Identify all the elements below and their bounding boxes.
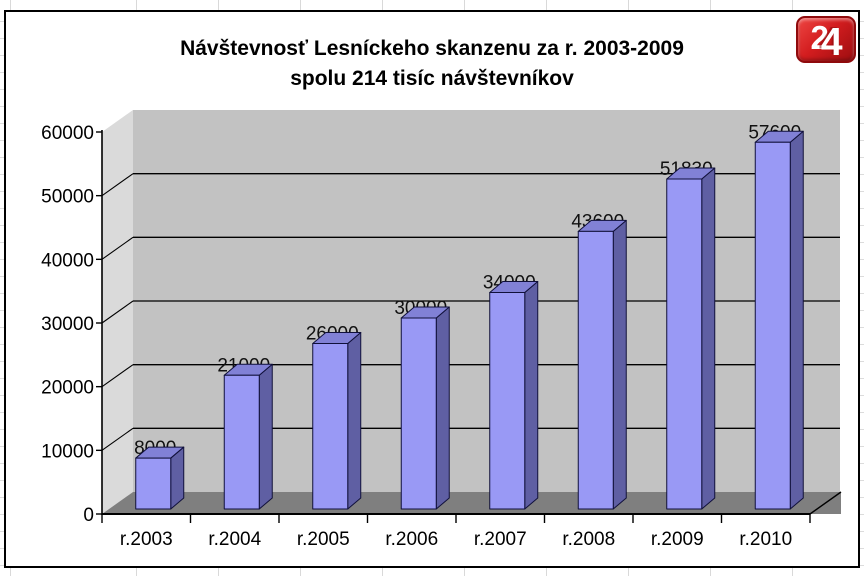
chart-object: Návštevnosť Lesníckeho skanzenu za r. 20… — [4, 10, 860, 568]
bar-side-r.2004 — [258, 363, 273, 510]
logo-digit-2: 2 — [810, 19, 829, 56]
logo-24-badge: 2 4 — [796, 16, 856, 63]
chart-title: Návštevnosť Lesníckeho skanzenu za r. 20… — [6, 34, 858, 94]
bar-side-r.2009 — [701, 167, 716, 510]
chart-title-line2: spolu 214 tisíc návštevníkov — [290, 67, 574, 90]
x-tick-label-r.2007: r.2007 — [474, 529, 527, 550]
bar-r.2006 — [400, 317, 437, 510]
bar-r.2004 — [223, 374, 260, 510]
bar-r.2010 — [754, 141, 791, 510]
bar-side-r.2006 — [435, 306, 450, 510]
y-connector-50000 — [101, 173, 134, 197]
bar-r.2009 — [666, 178, 703, 510]
x-tick-label-r.2003: r.2003 — [120, 529, 173, 550]
bar-r.2007 — [489, 292, 526, 510]
bar-r.2008 — [577, 230, 614, 510]
y-tick-label-10000: 10000 — [41, 441, 94, 462]
x-tick-label-r.2010: r.2010 — [739, 529, 792, 550]
x-tick-label-r.2004: r.2004 — [208, 529, 261, 550]
bar-side-r.2005 — [347, 331, 362, 510]
y-connector-40000 — [101, 236, 134, 260]
floor-right-edge — [809, 491, 842, 515]
bar-side-r.2010 — [789, 130, 804, 510]
bar-r.2005 — [312, 342, 349, 510]
bar-side-r.2007 — [524, 281, 539, 510]
y-tick-label-30000: 30000 — [41, 314, 94, 335]
x-tick-label-r.2009: r.2009 — [651, 529, 704, 550]
x-tick-label-r.2005: r.2005 — [297, 529, 350, 550]
chart-title-line1: Návštevnosť Lesníckeho skanzenu za r. 20… — [180, 37, 684, 60]
bar-side-r.2008 — [612, 219, 627, 510]
y-tick-label-60000: 60000 — [41, 123, 94, 144]
y-tick-label-0: 0 — [83, 505, 94, 526]
y-tick-label-40000: 40000 — [41, 250, 94, 271]
y-tick-label-50000: 50000 — [41, 187, 94, 208]
y-tick-label-20000: 20000 — [41, 378, 94, 399]
y-connector-20000 — [101, 364, 134, 388]
x-tick-label-r.2008: r.2008 — [562, 529, 615, 550]
y-connector-30000 — [101, 300, 134, 324]
logo-digit-4: 4 — [820, 21, 843, 64]
y-connector-10000 — [101, 427, 134, 451]
x-tick-label-r.2006: r.2006 — [385, 529, 438, 550]
bar-r.2003 — [135, 457, 172, 510]
plot-floor — [102, 492, 841, 514]
